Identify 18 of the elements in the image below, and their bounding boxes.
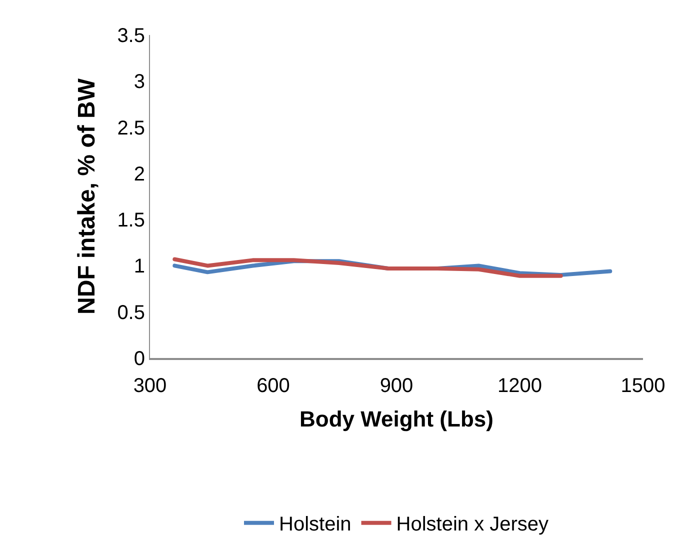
legend-label: Holstein [279, 514, 352, 536]
x-tick-label: 1500 [620, 375, 666, 397]
x-tick-label: 600 [256, 375, 290, 397]
y-tick-label: 3.5 [117, 25, 145, 47]
y-tick-label: 2 [134, 163, 145, 186]
x-tick-label: 1200 [498, 375, 542, 397]
y-axis-title: NDF intake, % of BW [73, 78, 100, 315]
x-tick-label: 300 [133, 375, 167, 397]
legend-label: Holstein x Jersey [396, 514, 549, 536]
y-tick-label: 1 [134, 256, 145, 278]
y-tick-label: 0 [134, 348, 145, 370]
line-series [172, 257, 563, 278]
x-tick-label: 900 [380, 375, 414, 397]
y-tick-label: 1.5 [117, 210, 145, 232]
x-axis-title: Body Weight (Lbs) [300, 406, 494, 432]
y-tick-label: 2.5 [117, 117, 145, 140]
y-tick-label: 0.5 [117, 302, 145, 324]
y-tick-label: 3 [134, 71, 145, 94]
